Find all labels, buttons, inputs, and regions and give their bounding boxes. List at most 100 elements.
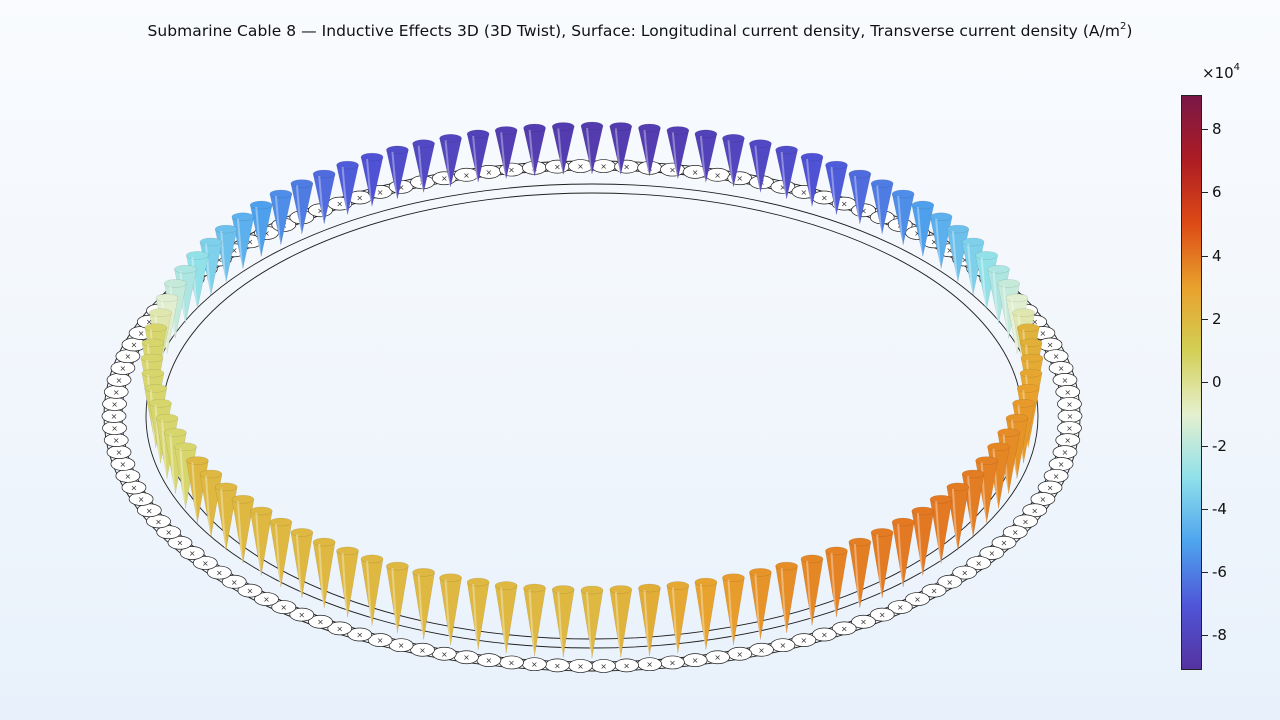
svg-text:×: × [111, 412, 118, 421]
svg-text:×: × [623, 661, 630, 670]
svg-text:×: × [202, 559, 209, 568]
svg-text:×: × [821, 630, 828, 639]
plot-title: Submarine Cable 8 — Inductive Effects 3D… [147, 21, 1133, 41]
wire-strand: × [110, 457, 136, 471]
svg-text:×: × [463, 171, 470, 180]
svg-text:×: × [758, 646, 765, 655]
svg-text:×: × [146, 506, 153, 515]
svg-text:×: × [1031, 506, 1038, 515]
wire-strand: × [454, 650, 479, 665]
current-cone [231, 212, 255, 269]
svg-text:×: × [131, 341, 138, 350]
svg-text:×: × [646, 660, 653, 669]
wire-strand: × [102, 421, 127, 435]
current-density-cones [140, 121, 1044, 659]
wire-strand: × [410, 642, 435, 657]
color-legend-tick-mark [1202, 129, 1208, 130]
svg-text:×: × [780, 183, 787, 192]
wire-strand: × [106, 373, 132, 387]
current-cone [336, 160, 359, 215]
wire-strand: × [156, 525, 182, 540]
wire-strand: × [1055, 385, 1081, 399]
svg-text:×: × [669, 658, 676, 667]
svg-text:×: × [860, 206, 867, 215]
wire-strand: × [770, 638, 796, 653]
current-cone [609, 122, 633, 175]
svg-text:×: × [356, 194, 363, 203]
current-cone [269, 517, 293, 588]
svg-text:×: × [1064, 436, 1071, 445]
svg-text:×: × [1022, 517, 1029, 526]
svg-text:×: × [317, 618, 324, 627]
wire-strand: × [431, 646, 457, 661]
current-cone [466, 129, 490, 183]
svg-text:×: × [231, 578, 238, 587]
svg-text:×: × [841, 200, 848, 209]
svg-text:×: × [780, 641, 787, 650]
svg-text:×: × [946, 578, 953, 587]
wire-strand: × [1048, 457, 1074, 471]
wire-strand: × [979, 546, 1005, 560]
current-cone [439, 134, 462, 187]
svg-text:×: × [263, 229, 270, 238]
svg-text:×: × [116, 448, 123, 457]
color-legend-tick-mark [1202, 318, 1208, 320]
color-legend-tick-mark [1202, 572, 1208, 574]
current-cone [800, 152, 824, 207]
current-cone [666, 581, 690, 654]
wire-strand: × [271, 600, 297, 614]
svg-text:×: × [800, 636, 807, 645]
wire-strand: × [454, 167, 479, 182]
wire-strand: × [952, 565, 978, 580]
wire-strand: × [1048, 361, 1074, 375]
wire-strand: × [966, 556, 992, 570]
current-cone [775, 145, 798, 200]
svg-text:×: × [975, 559, 982, 568]
svg-text:×: × [116, 376, 123, 385]
color-legend-tick-label: 0 [1212, 373, 1222, 392]
current-cone [848, 169, 872, 225]
current-cone [494, 126, 518, 179]
svg-text:×: × [111, 400, 118, 409]
current-cone [911, 506, 935, 576]
svg-text:×: × [961, 255, 968, 264]
color-legend-tick-label: -2 [1212, 436, 1227, 455]
current-cone [638, 583, 661, 656]
color-legend-tick-mark [1202, 255, 1208, 257]
svg-text:×: × [800, 188, 807, 197]
wire-strand: × [1057, 421, 1082, 435]
wire-strand: × [103, 433, 129, 447]
svg-text:×: × [111, 424, 118, 433]
wire-strand: × [102, 397, 127, 411]
svg-text:×: × [508, 658, 515, 667]
svg-text:×: × [692, 168, 699, 177]
svg-text:×: × [1012, 528, 1019, 537]
current-cone [694, 577, 718, 650]
current-cone [386, 561, 409, 634]
svg-text:×: × [486, 168, 493, 177]
wire-strand: × [1037, 480, 1063, 495]
current-cone [360, 152, 384, 207]
svg-text:×: × [736, 174, 743, 183]
color-legend-tick-label: -8 [1212, 626, 1227, 645]
color-legend-bar [1181, 95, 1202, 670]
wire-strand: × [1052, 373, 1078, 387]
wire-strand: × [1030, 492, 1056, 506]
color-legend-tick-mark [1202, 635, 1208, 637]
wire-strand: × [937, 574, 963, 589]
current-cone [214, 482, 238, 551]
svg-text:×: × [623, 163, 630, 172]
svg-text:×: × [441, 650, 448, 659]
svg-text:×: × [263, 595, 270, 604]
svg-text:×: × [1040, 329, 1047, 338]
wire-strand: × [869, 607, 895, 622]
current-cone [312, 169, 336, 225]
current-cone [666, 126, 690, 179]
svg-text:×: × [600, 162, 607, 171]
svg-text:×: × [1066, 424, 1073, 433]
current-cone [775, 561, 798, 634]
wire-strand: × [921, 583, 947, 598]
svg-text:×: × [377, 188, 384, 197]
svg-text:×: × [714, 171, 721, 180]
